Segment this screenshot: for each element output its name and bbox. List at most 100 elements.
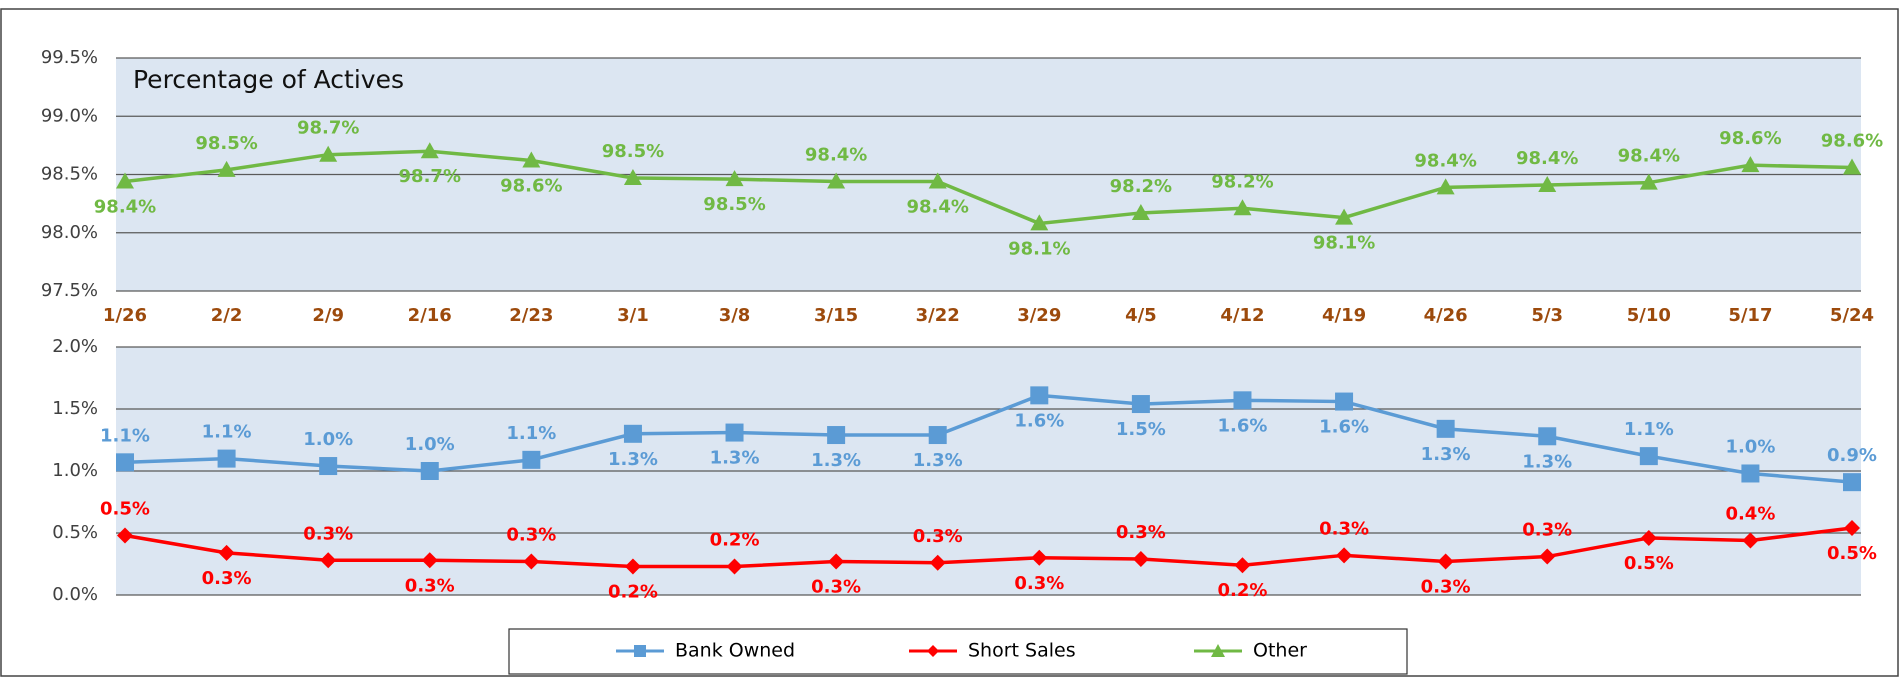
marker [623,168,642,185]
y-tick-label: 98.0% [41,222,98,243]
marker [420,462,439,480]
data-label: 98.6% [1821,131,1883,152]
marker [1437,553,1454,570]
series-line [124,149,1853,226]
y-tick-label: 1.5% [52,398,98,419]
x-tick-label: 3/15 [814,305,858,326]
data-label: 98.6% [1719,128,1781,149]
legend-label: Other [1253,640,1307,662]
marker [1436,178,1455,195]
series-line [124,393,1853,484]
data-label: 1.1% [506,423,556,444]
data-label: 0.2% [608,581,658,602]
frame [0,8,1899,677]
data-label: 0.5% [100,498,150,519]
marker [1843,473,1861,492]
data-label: 98.4% [1516,148,1578,169]
marker [319,457,338,476]
data-label: 98.2% [1110,176,1172,197]
x-tick-label: 2/16 [408,305,452,326]
data-label: 0.2% [710,529,760,550]
y-tick-label: 98.5% [41,164,98,185]
data-label: 0.3% [811,577,861,598]
marker [1031,549,1048,566]
data-label: 0.3% [202,568,252,589]
data-label: 1.0% [405,434,455,455]
marker [1335,208,1354,225]
x-tick-label: 5/10 [1627,305,1671,326]
data-label: 1.3% [608,449,658,470]
marker [827,172,846,189]
marker [319,145,338,162]
data-label: 1.3% [1421,444,1471,465]
data-label: 1.0% [303,429,353,450]
x-tick-label: 1/26 [103,305,147,326]
marker [218,544,235,561]
marker [116,172,134,189]
data-label: 0.3% [1116,522,1166,543]
data-label: 0.5% [1624,553,1674,574]
marker [726,558,743,575]
data-label: 0.3% [303,523,353,544]
legend-label: Bank Owned [675,640,795,662]
legend-marker [634,645,646,657]
data-label: 98.6% [500,176,562,197]
marker [624,558,641,575]
marker [1336,547,1353,564]
marker [522,450,541,469]
marker [928,172,947,189]
marker [1131,203,1150,220]
x-tick-label: 3/8 [719,305,751,326]
marker [117,527,133,544]
marker [116,453,134,472]
marker [1538,427,1557,446]
y-tick-label: 99.5% [41,47,98,68]
data-label: 0.3% [1319,518,1369,539]
y-tick-label: 1.0% [52,460,98,481]
marker [1741,464,1760,483]
legend-marker [1211,644,1225,657]
data-label: 98.4% [906,196,968,217]
x-tick-label: 4/26 [1424,305,1468,326]
marker [217,160,236,177]
marker [623,424,642,443]
y-tick-label: 2.0% [52,336,98,357]
data-label: 0.3% [506,525,556,546]
data-label: 98.1% [1313,233,1375,254]
data-label: 98.4% [94,196,156,217]
data-label: 0.3% [405,575,455,596]
marker [1233,199,1252,216]
marker [1539,548,1556,565]
marker [929,554,946,571]
data-label: 1.1% [1624,419,1674,440]
data-label: 1.3% [710,448,760,469]
marker [725,423,744,442]
marker [1335,392,1354,411]
x-tick-label: 5/17 [1728,305,1772,326]
data-label: 98.5% [195,133,257,154]
y-tick-label: 0.5% [52,522,98,543]
marker [1843,158,1861,175]
x-tick-label: 4/19 [1322,305,1366,326]
data-label: 1.0% [1725,436,1775,457]
marker [1538,175,1557,192]
marker [523,553,540,570]
y-tick-label: 99.0% [41,105,98,126]
marker [1639,447,1658,466]
marker [1132,551,1149,568]
data-label: 98.4% [1414,150,1476,171]
data-label: 0.3% [913,526,963,547]
x-tick-label: 4/5 [1125,305,1157,326]
legend-marker [927,645,939,657]
marker [725,170,744,187]
data-label: 0.3% [1421,577,1471,598]
y-tick-label: 97.5% [41,280,98,301]
x-tick-label: 5/24 [1830,305,1874,326]
data-label: 98.7% [399,166,461,187]
y-tick-label: 0.0% [52,584,98,605]
marker [420,142,439,159]
data-label: 98.5% [703,194,765,215]
x-tick-label: 4/12 [1220,305,1264,326]
x-tick-label: 2/2 [211,305,243,326]
